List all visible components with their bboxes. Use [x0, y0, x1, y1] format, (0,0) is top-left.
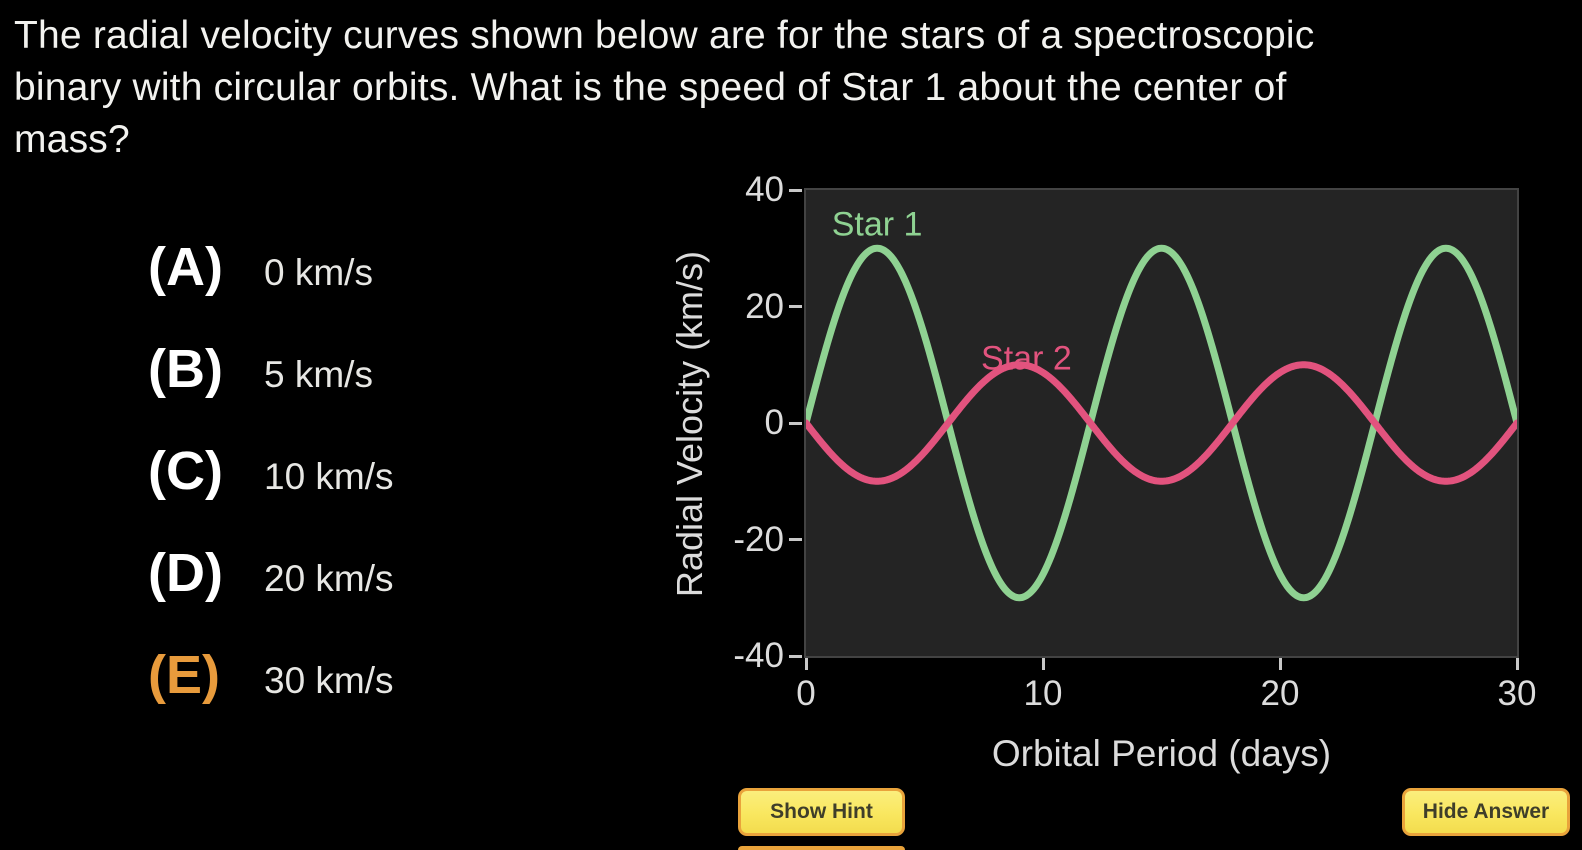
question-line: mass? — [14, 118, 130, 161]
x-tick-mark — [1278, 658, 1282, 670]
y-tick-label: -40 — [733, 636, 784, 675]
option-letter: (D) — [148, 543, 223, 603]
y-tick-mark — [789, 188, 802, 192]
y-tick-label: 0 — [764, 403, 784, 442]
option-row-c[interactable]: (C) 10 km/s — [148, 440, 394, 508]
option-letter: (A) — [148, 237, 223, 297]
option-letter: (E) — [148, 645, 220, 705]
y-tick-mark — [789, 538, 802, 541]
option-row-d[interactable]: (D) 20 km/s — [148, 542, 394, 610]
option-text: 5 km/s — [264, 354, 373, 395]
option-text: 10 km/s — [264, 456, 394, 497]
plot-canvas — [806, 244, 1517, 602]
series-label-star-1: Star 1 — [831, 205, 923, 244]
x-tick-label: 0 — [796, 674, 816, 713]
curve-star-2 — [806, 361, 1517, 485]
question-line: binary with circular orbits. What is the… — [14, 66, 1287, 109]
x-tick-mark — [1515, 658, 1519, 670]
show-hint-button[interactable]: Show Hint — [738, 788, 905, 836]
x-tick-mark — [1041, 658, 1045, 670]
option-letter: (B) — [148, 339, 223, 399]
option-text: 0 km/s — [264, 252, 373, 293]
option-text: 30 km/s — [264, 660, 394, 701]
y-tick-label: -20 — [733, 519, 784, 559]
option-row-e[interactable]: (E) 30 km/s — [148, 644, 394, 712]
y-tick-mark — [789, 421, 802, 425]
question-text: The radial velocity curves shown below a… — [14, 10, 1570, 166]
option-text: 20 km/s — [264, 558, 394, 599]
partially-visible-button[interactable] — [738, 846, 905, 850]
hide-answer-button[interactable]: Hide Answer — [1402, 788, 1570, 836]
option-row-a[interactable]: (A) 0 km/s — [148, 236, 394, 304]
series-label-star-2: Star 2 — [981, 339, 1072, 378]
curve-star-1 — [806, 244, 1517, 602]
y-tick-label: 20 — [745, 286, 784, 326]
question-line: The radial velocity curves shown below a… — [14, 14, 1315, 57]
y-tick-mark — [789, 305, 802, 308]
x-tick-label: 10 — [1023, 674, 1063, 713]
answer-options: (A) 0 km/s (B) 5 km/s (C) 10 km/s (D) 20 km/s (E… — [148, 236, 394, 712]
option-letter: (C) — [148, 441, 223, 501]
radial-velocity-plot: Star 1 Star 2 40 20 0 -20 -40 0 10 20 30 — [733, 170, 1536, 713]
y-tick-mark — [789, 654, 802, 658]
option-row-b[interactable]: (B) 5 km/s — [148, 338, 394, 406]
x-tick-label: 30 — [1497, 674, 1537, 713]
x-axis-title: Orbital Period (days) — [991, 733, 1332, 774]
y-tick-label: 40 — [745, 170, 784, 209]
x-tick-label: 20 — [1260, 674, 1300, 713]
x-tick-mark — [804, 658, 808, 670]
